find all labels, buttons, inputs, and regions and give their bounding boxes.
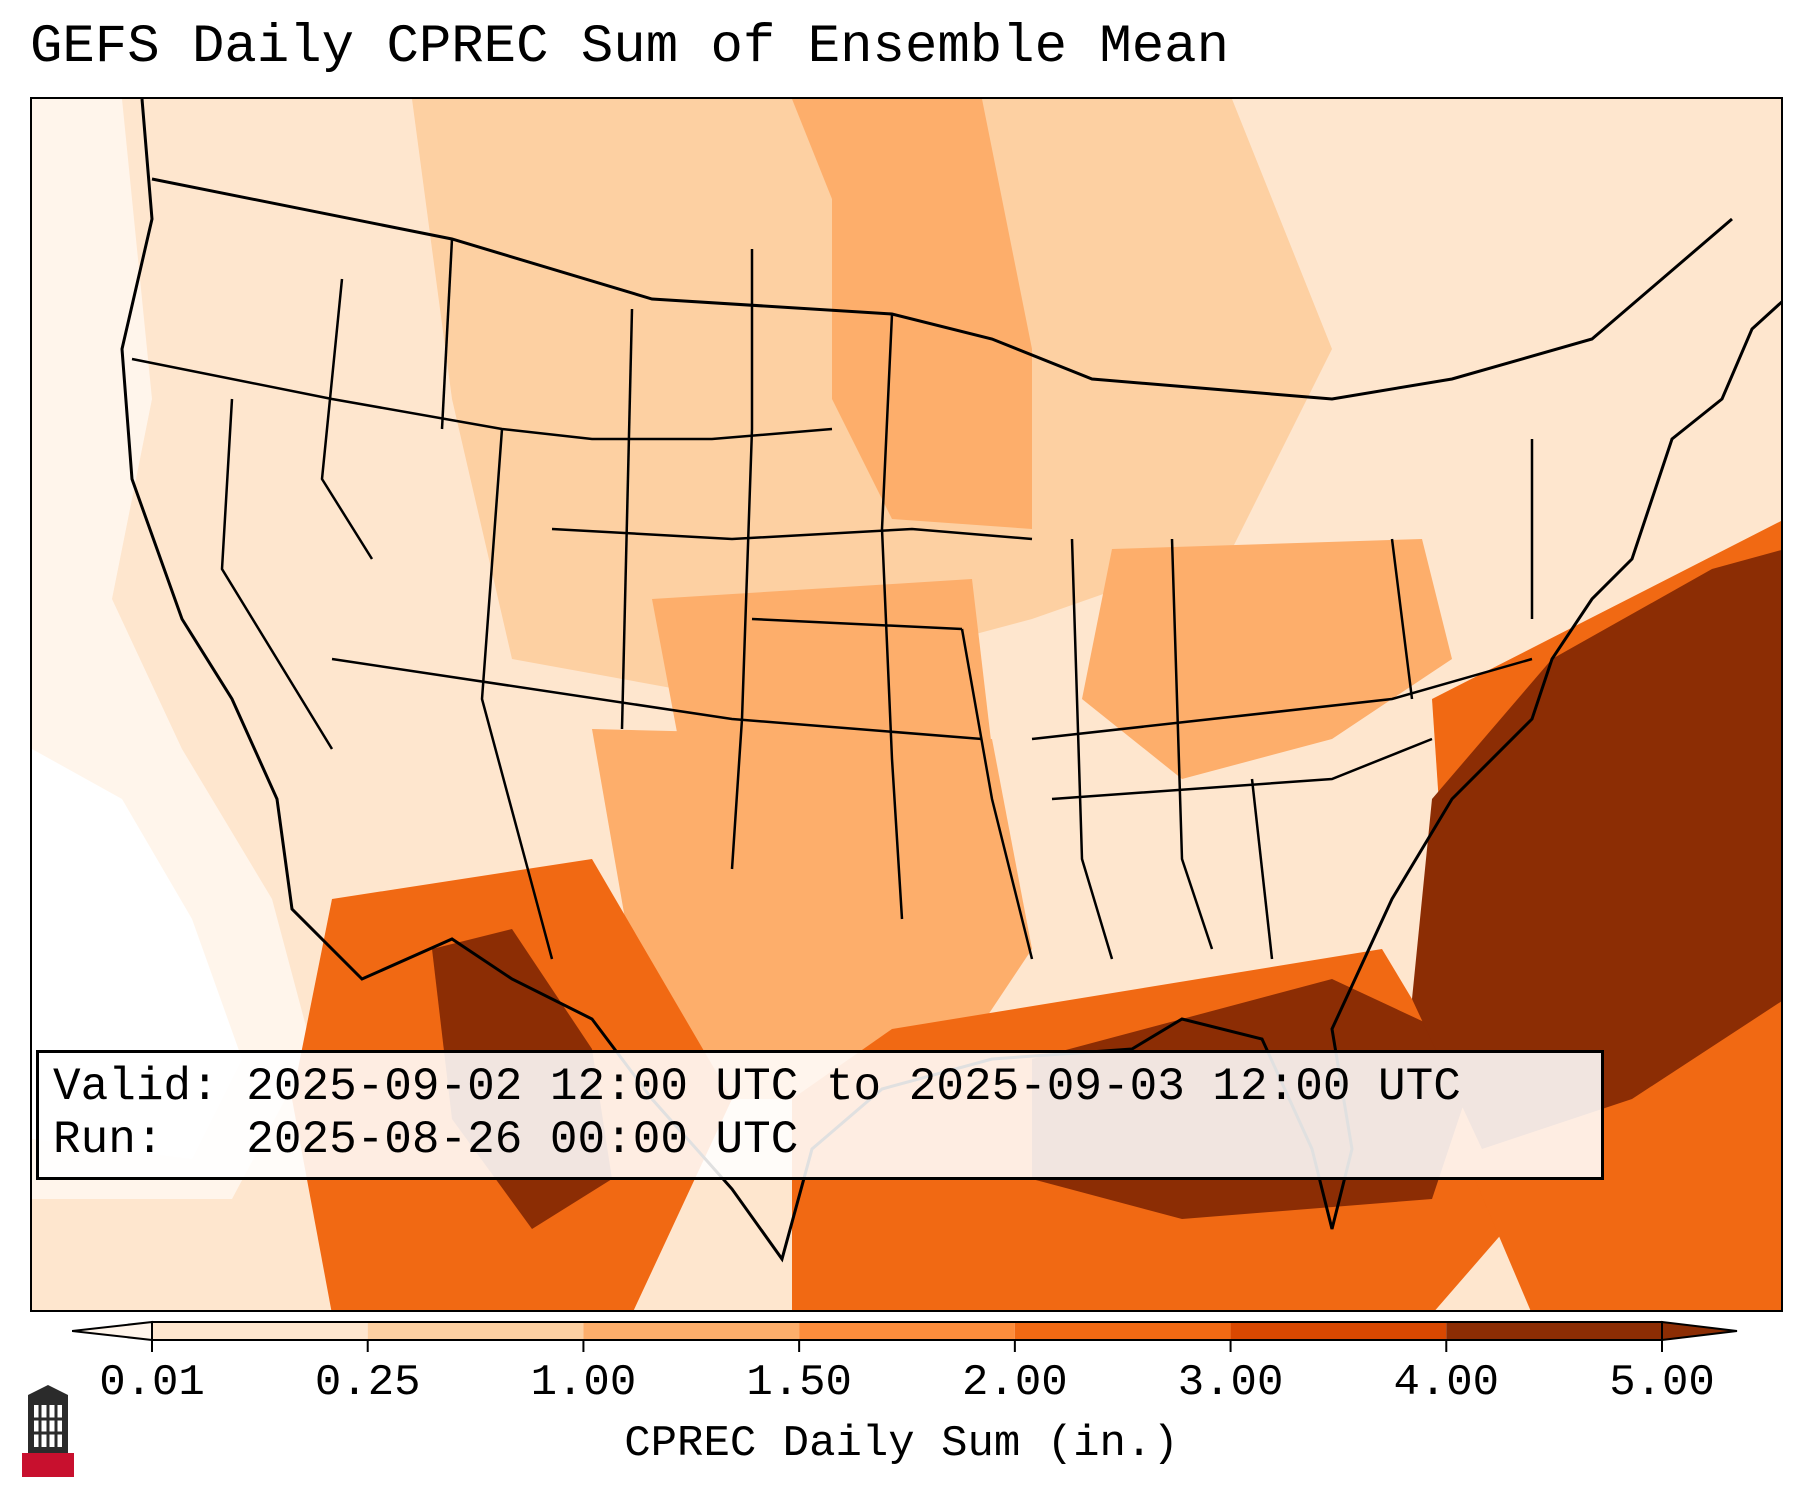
map-title: GEFS Daily CPREC Sum of Ensemble Mean (30, 17, 1229, 78)
colorbar-tick-label: 0.25 (314, 1358, 421, 1408)
colorbar-tick-label: 0.01 (99, 1358, 205, 1408)
colorbar-tick-label: 5.00 (1609, 1358, 1715, 1408)
colorbar-border (151, 1321, 1663, 1341)
colorbar-tick-label: 1.50 (746, 1358, 852, 1408)
run-info-box: Valid: 2025-09-02 12:00 UTC to 2025-09-0… (36, 1050, 1604, 1180)
valid-value: 2025-09-02 12:00 UTC to 2025-09-03 12:00… (246, 1061, 1461, 1113)
niu-logo (22, 1385, 74, 1477)
colorbar-segment (583, 1322, 800, 1340)
colorbar-tick-label: 2.00 (962, 1358, 1068, 1408)
colorbar-tick-label: 1.00 (530, 1358, 637, 1408)
state-boundaries (131, 238, 1534, 960)
minnesota-heavy-region (792, 99, 1032, 529)
colorbar-extend-high (1661, 1320, 1738, 1342)
run-value: 2025-08-26 00:00 UTC (246, 1114, 799, 1166)
colorbar-ticks (151, 1340, 1663, 1352)
colorbar-segment (1446, 1322, 1662, 1340)
colorbar-segment (367, 1322, 584, 1340)
valid-label: Valid: (53, 1061, 219, 1113)
colorbar-extend-low (72, 1320, 153, 1342)
colorbar-tick-label: 3.00 (1177, 1358, 1284, 1408)
colorbar-segment (1230, 1322, 1447, 1340)
colorbar-tick-label: 4.00 (1393, 1358, 1500, 1408)
canada-border (151, 177, 1733, 401)
atlantic-extreme-region (1412, 550, 1781, 1149)
run-label: Run: (53, 1114, 164, 1166)
colorbar-segment (152, 1322, 368, 1340)
colorbar-label: CPREC Daily Sum (in.) (624, 1419, 1179, 1469)
colorbar-segments (72, 1320, 1738, 1342)
texas-heavy-region (592, 729, 1032, 1099)
colorbar-segment (799, 1322, 1015, 1340)
colorbar (72, 1320, 1738, 1352)
colorbar-segment (1014, 1322, 1231, 1340)
